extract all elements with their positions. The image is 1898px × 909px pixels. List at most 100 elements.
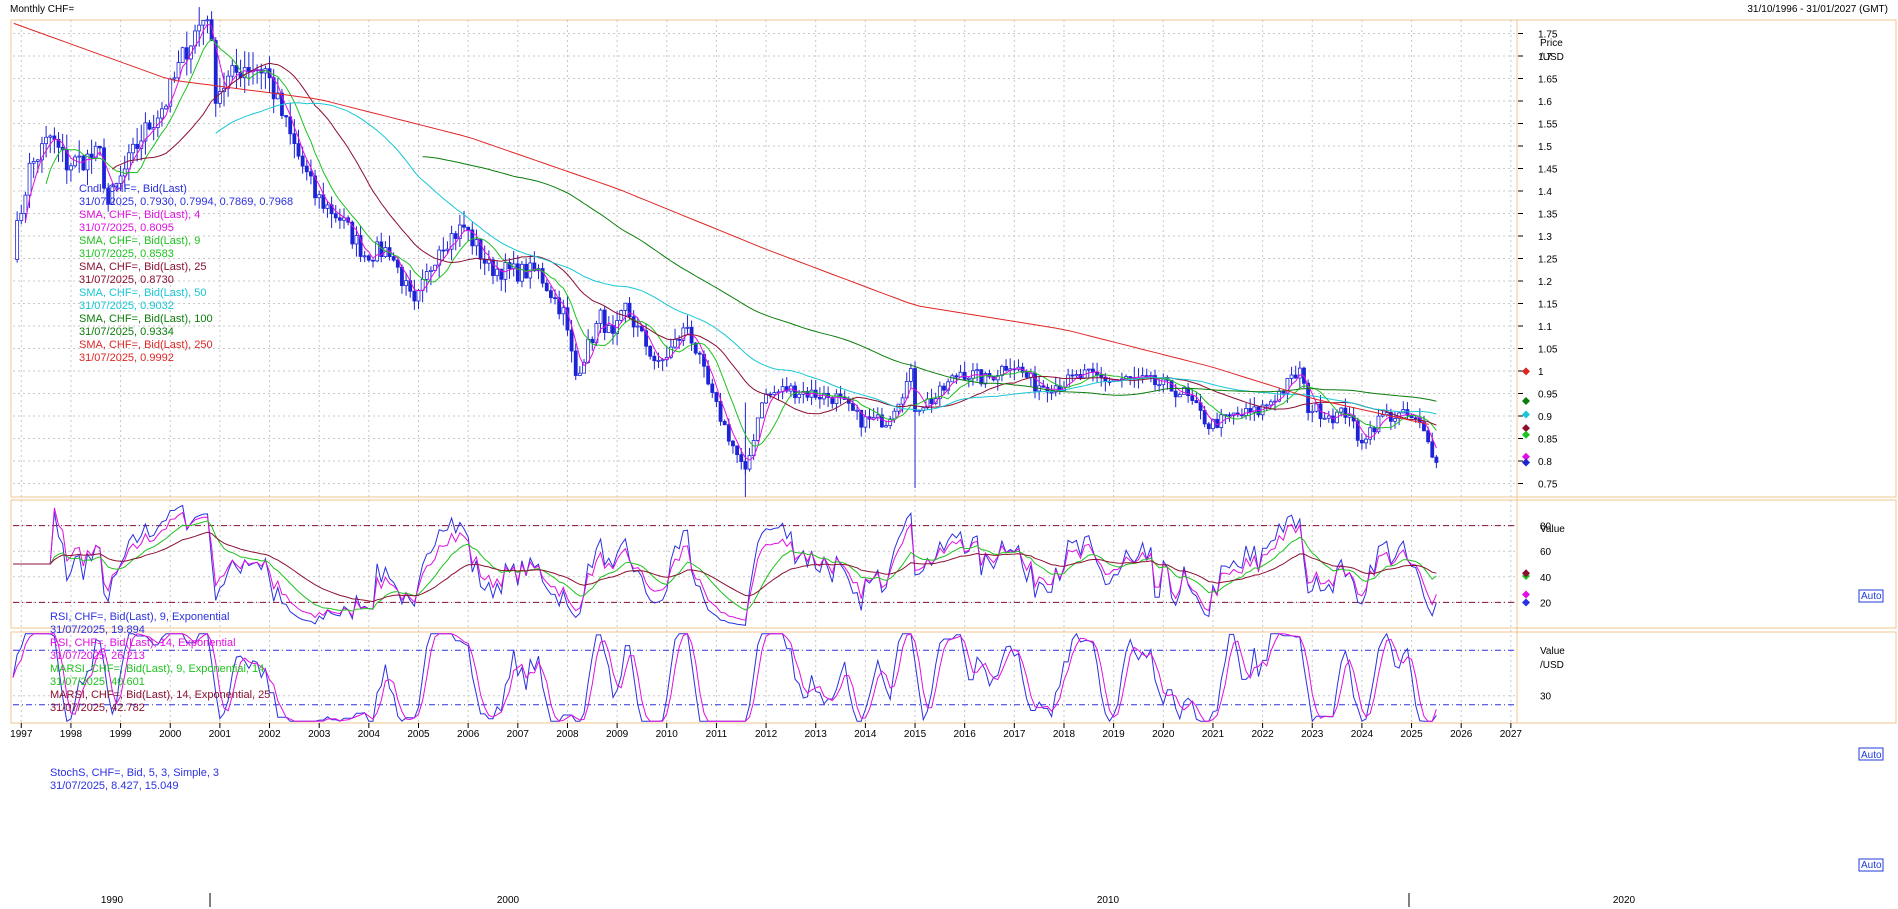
candle-body: [234, 65, 239, 73]
candle-body: [449, 233, 454, 250]
candle-body: [81, 155, 86, 171]
candle-body: [1364, 438, 1368, 444]
candle-body: [1049, 391, 1054, 394]
candle-body: [946, 381, 951, 391]
candle-body: [1360, 439, 1364, 444]
price-auto-button[interactable]: [1858, 589, 1884, 603]
candle-body: [726, 424, 731, 442]
rsi-tick-label: 40: [1540, 573, 1552, 584]
candle-body: [966, 377, 971, 380]
candle-body: [983, 373, 988, 385]
candle-body: [937, 385, 942, 400]
candle-body: [995, 375, 1000, 381]
candle-body: [693, 342, 698, 354]
candle-body: [1227, 414, 1232, 417]
auto-button-label[interactable]: Auto: [1861, 860, 1882, 871]
candle-body: [710, 383, 715, 393]
rsi-axis-title: Value: [1540, 524, 1565, 535]
candle-body: [631, 316, 636, 328]
decade-label-2000: 2000: [497, 895, 520, 906]
candle-body: [350, 221, 355, 245]
candle-body: [337, 217, 342, 221]
candle-body: [577, 372, 582, 376]
candle-body: [950, 375, 955, 383]
x-tick-2018: 2018: [1053, 729, 1076, 740]
price-tick-label: 1.6: [1538, 97, 1552, 108]
candle-body: [586, 338, 591, 363]
auto-button-label[interactable]: Auto: [1861, 591, 1882, 602]
price-axis-title: Price: [1540, 38, 1563, 49]
rsi-legend-value: 31/07/2025, 40.601: [50, 676, 145, 688]
candle-body: [1173, 390, 1178, 398]
candle-body: [1326, 415, 1331, 419]
x-tick-2020: 2020: [1152, 729, 1175, 740]
candle-body: [669, 346, 673, 358]
candle-body: [590, 338, 595, 344]
candle-body: [681, 327, 686, 341]
candle-body: [1343, 407, 1348, 418]
candle-body: [1000, 365, 1004, 376]
candle-body: [520, 263, 524, 282]
candle-body: [354, 235, 359, 245]
candle-body: [288, 116, 293, 135]
candle-body: [462, 224, 466, 228]
candle-body: [544, 282, 549, 292]
candle-body: [900, 397, 905, 405]
sma-100-line: [422, 156, 1437, 402]
candle-body: [89, 153, 94, 159]
last-value-marker: [1522, 430, 1530, 439]
candle-body: [871, 416, 876, 420]
candle-body: [1074, 374, 1079, 377]
candle-body: [172, 77, 177, 80]
candle-body: [557, 297, 562, 315]
candle-body: [429, 269, 433, 272]
candle-body: [135, 143, 140, 149]
sma-250-line: [13, 22, 1430, 425]
price-legend-title: SMA, CHF=, Bid(Last), 100: [79, 313, 213, 325]
candle-body: [358, 235, 363, 257]
candle-body: [209, 19, 214, 41]
price-tick-label: 0.9: [1538, 412, 1552, 423]
x-tick-1999: 1999: [109, 729, 132, 740]
candle-body: [1281, 391, 1286, 394]
candle-body: [673, 339, 677, 348]
candle-body: [652, 355, 657, 362]
price-tick-label: 1.65: [1538, 75, 1558, 86]
candle-body: [391, 256, 396, 261]
candle-body: [627, 302, 632, 318]
candle-body: [453, 233, 458, 239]
candle-body: [606, 325, 611, 333]
candle-body: [1426, 430, 1431, 443]
last-value-marker: [1522, 452, 1530, 461]
x-tick-2016: 2016: [954, 729, 977, 740]
candle-body: [474, 239, 479, 247]
rsi-auto-button[interactable]: [1858, 747, 1884, 761]
x-tick-2022: 2022: [1251, 729, 1274, 740]
x-tick-2000: 2000: [159, 729, 182, 740]
price-tick-label: 1.35: [1538, 210, 1558, 221]
candle-body: [851, 402, 855, 411]
candle-body: [648, 345, 653, 357]
candle-body: [1206, 423, 1211, 430]
candle-body: [908, 368, 913, 382]
candle-body: [1376, 415, 1381, 433]
price-tick-label: 1.1: [1538, 322, 1552, 333]
price-tick-label: 1.05: [1538, 345, 1558, 356]
candle-body: [1099, 374, 1104, 378]
candle-body: [1252, 406, 1257, 413]
candle-body: [1202, 410, 1207, 425]
rsi-tick-label: 20: [1540, 598, 1552, 609]
price-tick-label: 0.75: [1538, 480, 1558, 491]
candle-body: [760, 402, 764, 419]
stoch-tick-label: 30: [1540, 692, 1552, 703]
x-tick-2015: 2015: [904, 729, 927, 740]
candle-body: [366, 255, 371, 261]
candle-body: [880, 414, 884, 428]
candle-body: [1297, 367, 1302, 379]
candle-body: [118, 175, 123, 184]
auto-button-label[interactable]: Auto: [1861, 750, 1882, 761]
candle-body: [1157, 384, 1162, 387]
candle-body: [205, 19, 210, 22]
stoch-auto-button[interactable]: [1858, 858, 1884, 872]
